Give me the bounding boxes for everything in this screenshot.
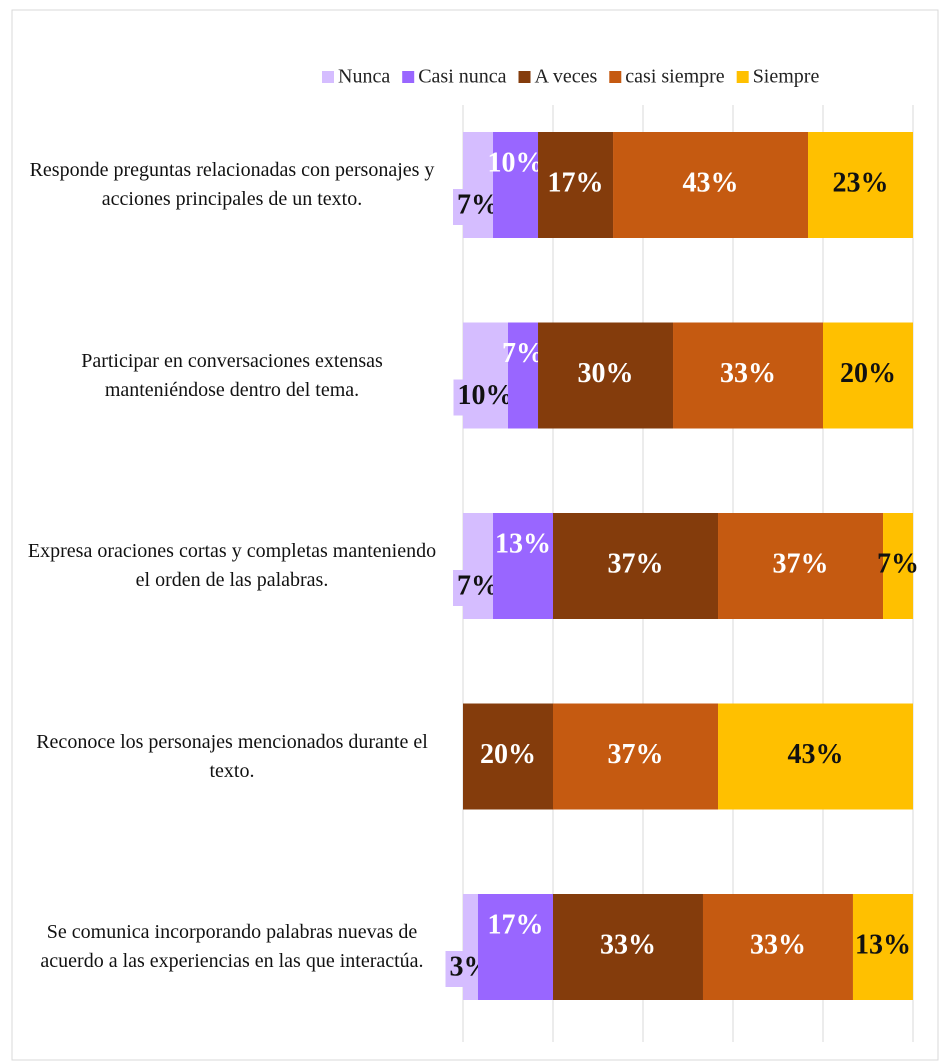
bar-segment <box>477 894 553 1000</box>
legend-swatch <box>609 71 622 83</box>
bar-segment <box>823 322 913 429</box>
bar-segment <box>463 703 553 810</box>
category-label: Participar en conversaciones extensas ma… <box>81 349 383 401</box>
data-label: 10% <box>488 147 544 178</box>
bar-segment <box>493 132 539 238</box>
data-label: 7% <box>457 189 499 220</box>
data-label: 7% <box>877 548 919 579</box>
data-label: 13% <box>855 929 911 960</box>
data-label: 17% <box>487 909 543 940</box>
category-label: Se comunica incorporando palabras nuevas… <box>40 921 424 972</box>
data-label: 10% <box>458 380 514 411</box>
data-label: 43% <box>788 739 844 770</box>
bar-segment <box>718 703 913 810</box>
data-label: 33% <box>600 929 656 960</box>
legend-swatch <box>736 71 749 83</box>
data-label: 13% <box>495 528 551 559</box>
data-label: 33% <box>750 929 806 960</box>
legend-label: Siempre <box>753 66 820 88</box>
data-label: 37% <box>608 739 664 770</box>
bar-segment <box>852 894 913 1000</box>
data-label-background <box>453 379 518 416</box>
legend-swatch <box>518 71 531 83</box>
data-label: 30% <box>578 358 634 389</box>
legend-swatch <box>402 71 415 83</box>
bar-segment <box>508 322 539 429</box>
data-label: 37% <box>608 548 664 579</box>
bar-segment <box>538 132 614 238</box>
bar-segment <box>702 894 853 1000</box>
data-label: 33% <box>720 358 776 389</box>
legend-label: Nunca <box>338 66 390 88</box>
category-label: Expresa oraciones cortas y completas man… <box>27 540 437 591</box>
bar-segment <box>808 132 913 238</box>
bar-segment <box>673 322 823 429</box>
data-label: 37% <box>773 548 829 579</box>
legend-label: Casi nunca <box>418 66 506 88</box>
legend-label: A veces <box>535 66 598 88</box>
bar-segment <box>553 703 719 810</box>
data-label: 23% <box>833 167 889 198</box>
bar-segment <box>718 513 884 619</box>
bar-segment <box>538 322 674 429</box>
bar-segment <box>553 894 703 1000</box>
bar-segment <box>613 132 809 238</box>
bar-segment <box>553 513 719 619</box>
data-label: 17% <box>548 167 604 198</box>
data-label: 43% <box>683 167 739 198</box>
category-label: Reconoce los personajes mencionados dura… <box>36 730 428 782</box>
data-label: 7% <box>502 338 544 369</box>
data-label: 20% <box>480 739 536 770</box>
legend-swatch <box>322 71 334 83</box>
data-label: 20% <box>840 358 896 389</box>
category-label: Responde preguntas relacionadas con pers… <box>29 159 435 210</box>
bar-segment <box>493 513 553 619</box>
legend-label: casi siempre <box>625 66 725 88</box>
data-label: 7% <box>457 570 499 601</box>
bar-segment <box>883 513 914 619</box>
